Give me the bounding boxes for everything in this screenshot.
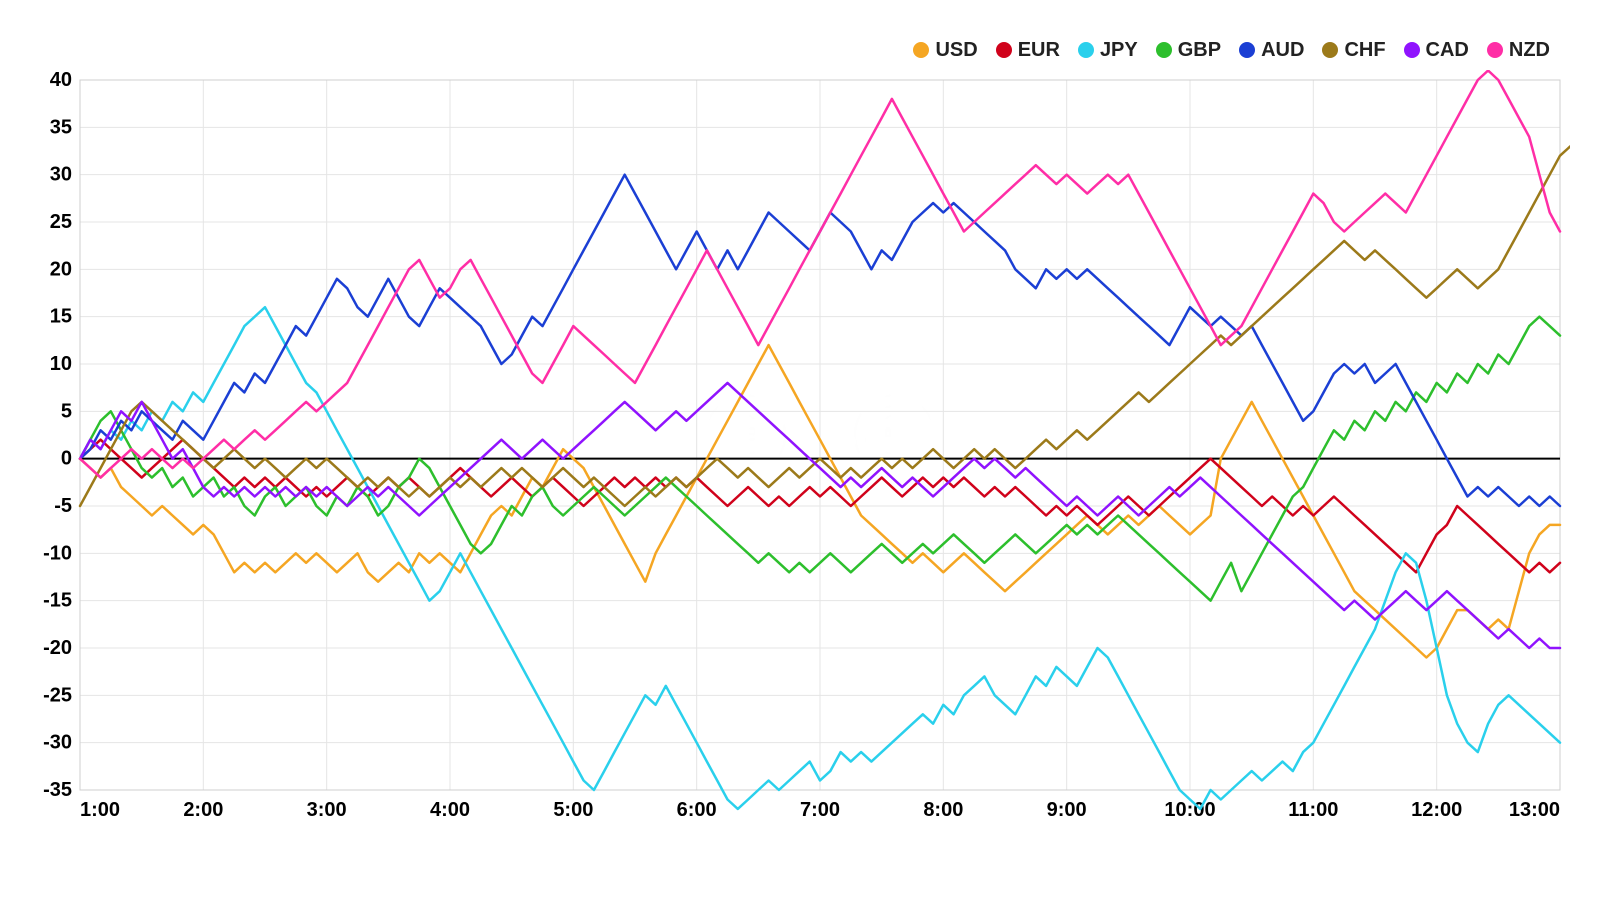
legend: USD EUR JPY GBP AUD CHF CAD NZD (913, 30, 1550, 70)
svg-text:AB: AB (1477, 139, 1503, 159)
legend-item-cad[interactable]: CAD (1404, 39, 1469, 62)
svg-text:AB: AB (137, 709, 163, 729)
x-tick-label: 1:00 (80, 799, 120, 821)
y-tick-label: -15 (43, 590, 72, 612)
y-tick-label: -25 (43, 684, 72, 706)
svg-text:AB: AB (881, 709, 907, 729)
legend-label: CAD (1426, 39, 1469, 62)
legend-marker-icon (1239, 42, 1255, 58)
svg-text:AB: AB (733, 424, 759, 444)
y-tick-label: 0 (61, 448, 72, 470)
legend-item-aud[interactable]: AUD (1239, 39, 1304, 62)
y-tick-label: 20 (50, 258, 72, 280)
svg-text:AB: AB (137, 139, 163, 159)
svg-text:AB: AB (1328, 709, 1354, 729)
svg-text:AB: AB (1030, 139, 1056, 159)
x-tick-label: 5:00 (553, 799, 593, 821)
legend-item-chf[interactable]: CHF (1322, 39, 1385, 62)
svg-text:AB: AB (286, 709, 312, 729)
svg-text:AB: AB (1477, 424, 1503, 444)
svg-text:AB: AB (286, 424, 312, 444)
svg-text:AB: AB (1179, 709, 1205, 729)
y-tick-label: 15 (50, 306, 72, 328)
legend-item-jpy[interactable]: JPY (1078, 39, 1138, 62)
x-tick-label: 13:00 (1509, 799, 1560, 821)
legend-item-nzd[interactable]: NZD (1487, 39, 1550, 62)
svg-text:AB: AB (1328, 139, 1354, 159)
svg-text:AB: AB (435, 139, 461, 159)
x-tick-label: 7:00 (800, 799, 840, 821)
y-tick-label: -20 (43, 637, 72, 659)
chart-plot-area: AB AB AB AB AB AB AB AB AB AB AB AB AB AB AB AB AB AB AB AB… (30, 70, 1570, 830)
svg-text:AB: AB (584, 139, 610, 159)
svg-text:AB: AB (435, 424, 461, 444)
legend-label: NZD (1509, 39, 1550, 62)
legend-marker-icon (1078, 42, 1094, 58)
legend-label: JPY (1100, 39, 1138, 62)
legend-marker-icon (996, 42, 1012, 58)
legend-item-usd[interactable]: USD (913, 39, 977, 62)
y-tick-label: 35 (50, 116, 72, 138)
x-tick-label: 9:00 (1047, 799, 1087, 821)
svg-text:AB: AB (435, 709, 461, 729)
svg-text:AB: AB (1179, 424, 1205, 444)
y-tick-label: 5 (61, 400, 72, 422)
svg-text:AB: AB (881, 139, 907, 159)
x-tick-label: 11:00 (1288, 799, 1338, 821)
legend-item-eur[interactable]: EUR (996, 39, 1060, 62)
svg-text:AB: AB (286, 139, 312, 159)
legend-label: EUR (1018, 39, 1060, 62)
x-tick-label: 6:00 (677, 799, 717, 821)
legend-label: AUD (1261, 39, 1304, 62)
y-tick-label: -5 (54, 495, 72, 517)
legend-marker-icon (1322, 42, 1338, 58)
x-tick-label: 10:00 (1164, 799, 1215, 821)
legend-marker-icon (1404, 42, 1420, 58)
legend-label: CHF (1344, 39, 1385, 62)
x-tick-label: 8:00 (923, 799, 963, 821)
svg-text:AB: AB (1030, 709, 1056, 729)
svg-text:AB: AB (1179, 139, 1205, 159)
legend-item-gbp[interactable]: GBP (1156, 39, 1221, 62)
y-tick-label: 30 (50, 164, 72, 186)
y-tick-label: -10 (43, 542, 72, 564)
y-tick-label: -35 (43, 779, 72, 801)
legend-marker-icon (1156, 42, 1172, 58)
y-tick-label: -30 (43, 732, 72, 754)
legend-marker-icon (1487, 42, 1503, 58)
legend-label: GBP (1178, 39, 1221, 62)
svg-text:AB: AB (733, 709, 759, 729)
x-tick-label: 3:00 (307, 799, 347, 821)
x-tick-label: 12:00 (1411, 799, 1462, 821)
svg-text:AB: AB (881, 424, 907, 444)
legend-marker-icon (913, 42, 929, 58)
x-tick-label: 4:00 (430, 799, 470, 821)
svg-text:AB: AB (733, 139, 759, 159)
y-tick-label: 10 (50, 353, 72, 375)
y-tick-label: 40 (50, 70, 72, 91)
svg-text:AB: AB (584, 709, 610, 729)
x-tick-label: 2:00 (183, 799, 223, 821)
legend-label: USD (935, 39, 977, 62)
currency-strength-chart: USDEURJPYGBPAUDCHFCADNZD ABABABABABABABA… (30, 30, 1570, 870)
y-tick-label: 25 (50, 211, 72, 233)
